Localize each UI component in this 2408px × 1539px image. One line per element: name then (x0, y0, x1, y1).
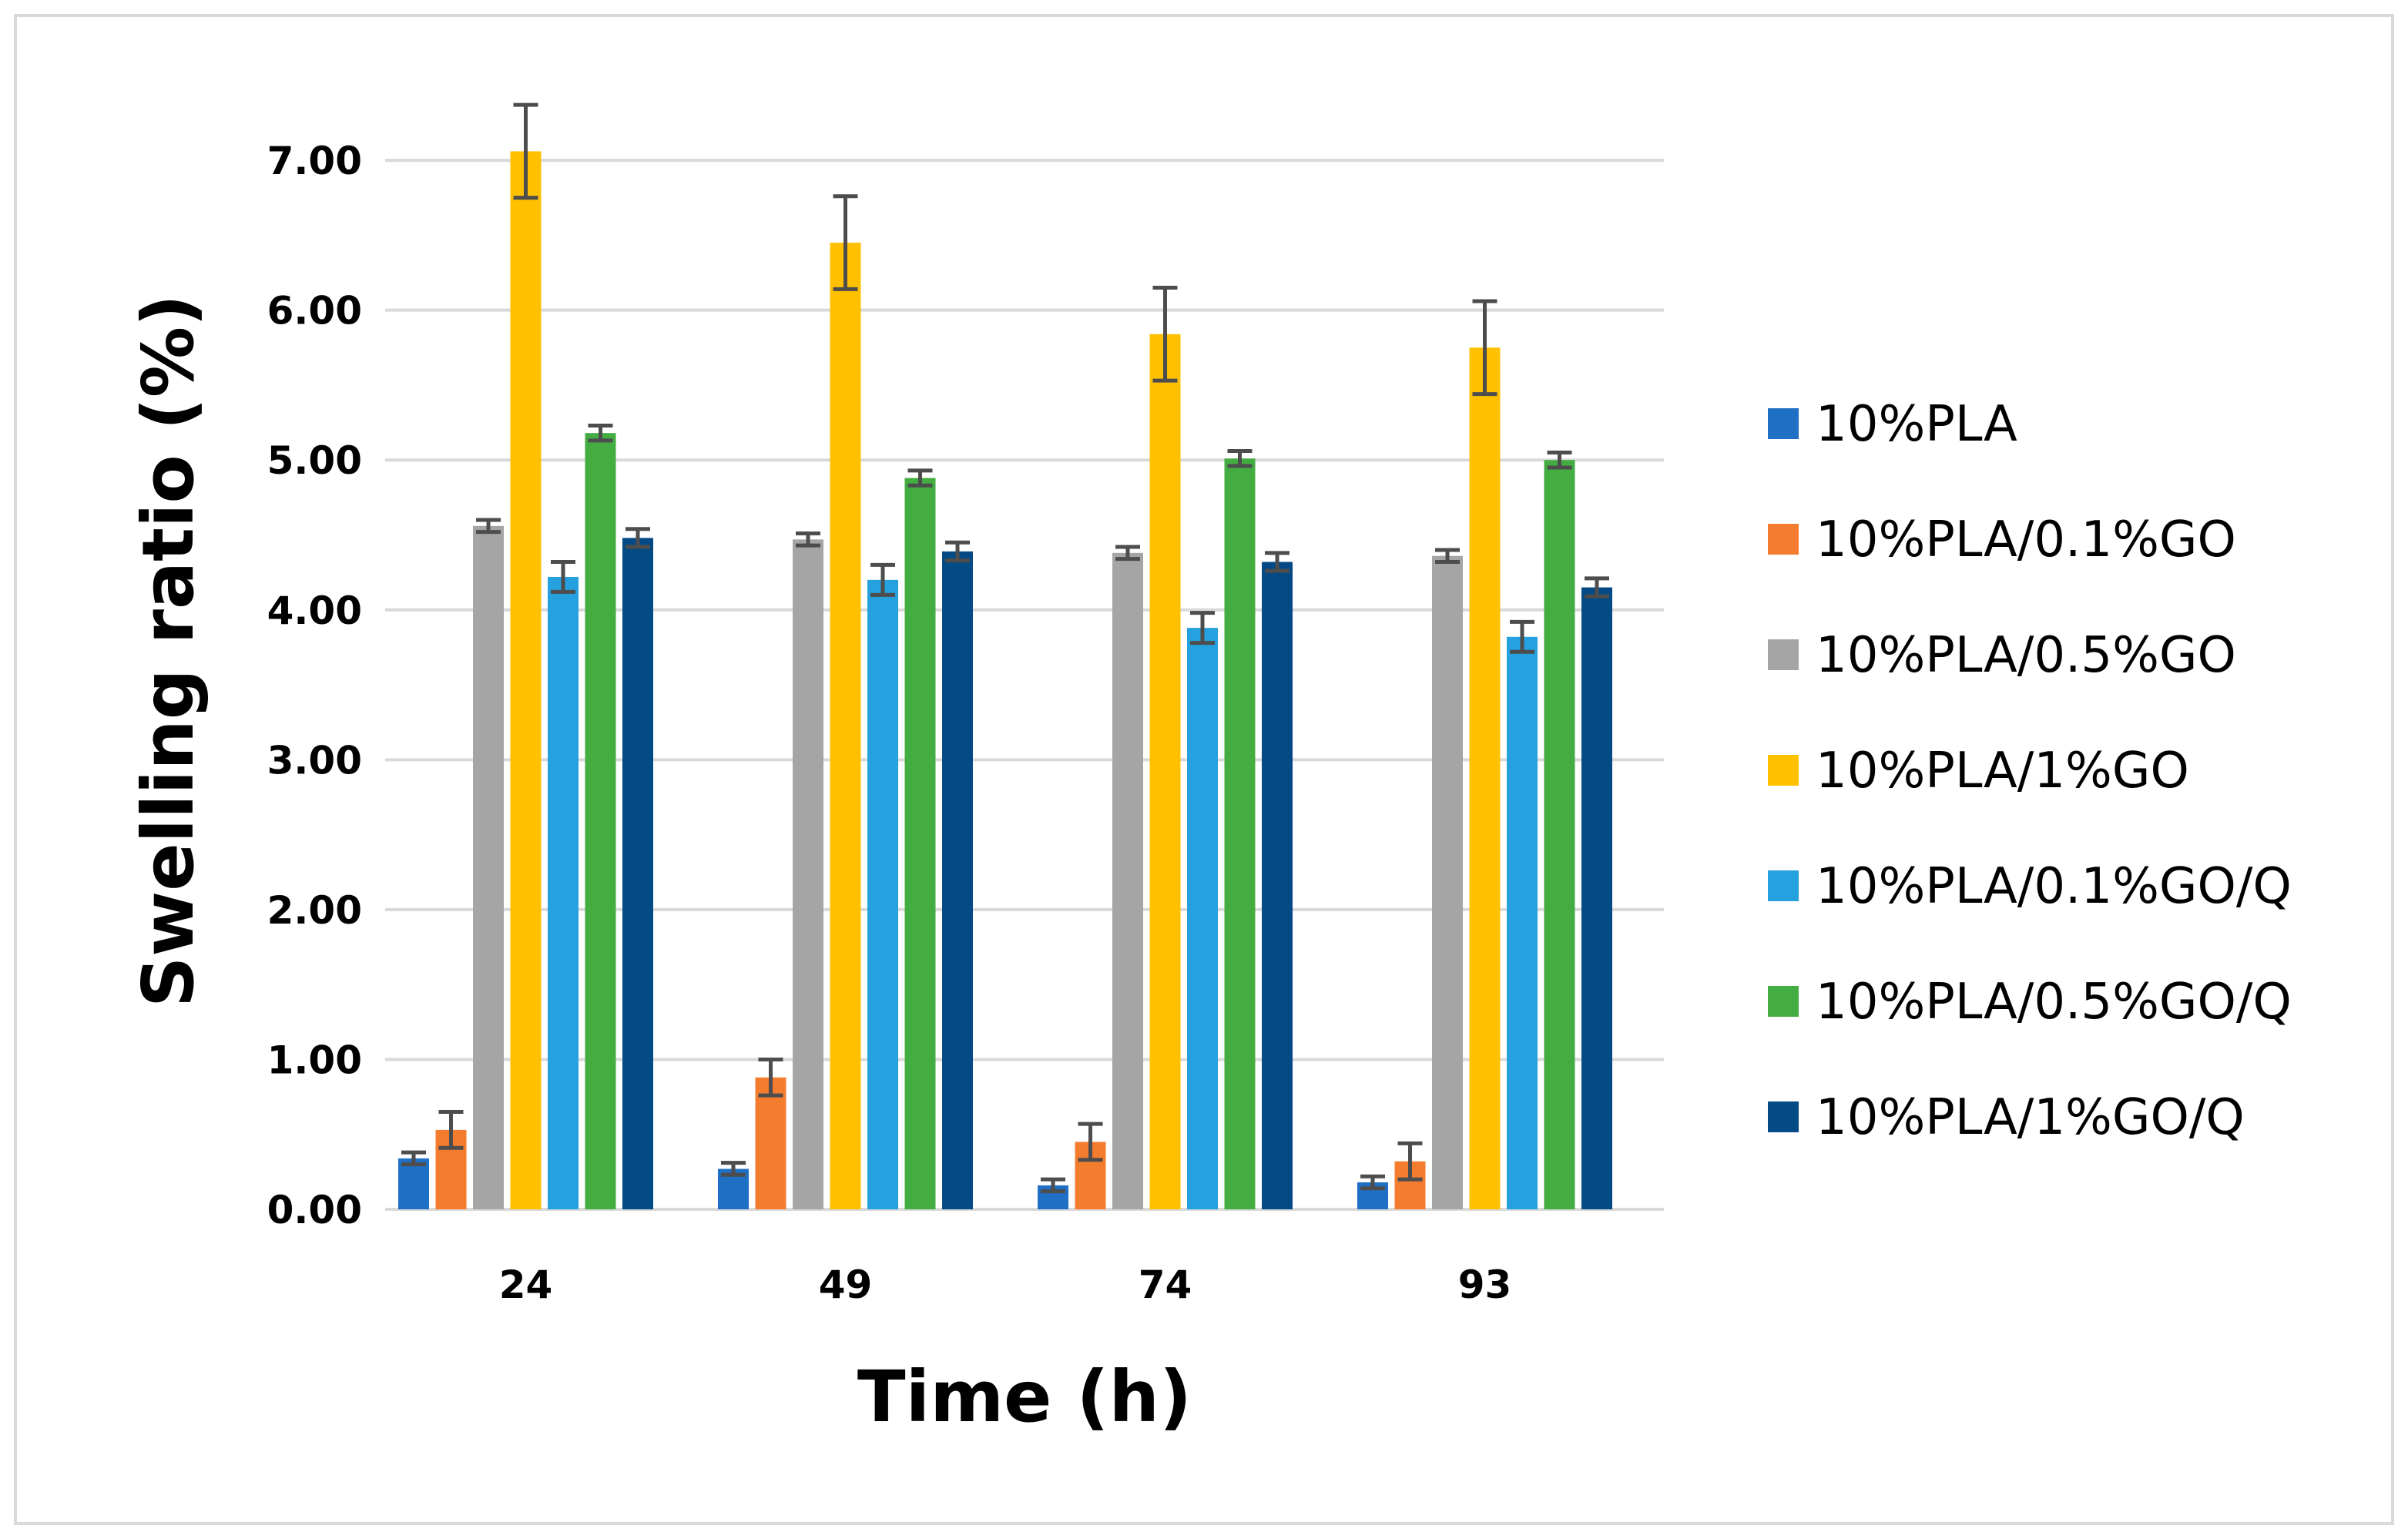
bar-5-3 (1544, 460, 1575, 1209)
bar-6-2 (1262, 562, 1293, 1209)
legend-swatch-3 (1768, 755, 1799, 786)
legend-label-2: 10%PLA/0.5%GO (1816, 627, 2236, 684)
bar-6-3 (1581, 587, 1612, 1209)
bar-4-3 (1507, 636, 1538, 1209)
bar-3-3 (1469, 347, 1501, 1210)
bar-2-1 (793, 539, 823, 1209)
y-axis-title: Swelling ratio (%) (127, 294, 210, 1008)
x-axis-title: Time (h) (857, 1356, 1192, 1438)
legend-swatch-6 (1768, 1101, 1799, 1132)
y-tick-label: 2.00 (267, 888, 362, 933)
x-tick-label: 93 (1458, 1262, 1512, 1307)
legend-swatch-0 (1768, 408, 1799, 439)
bar-6-1 (942, 551, 973, 1209)
y-tick-label: 5.00 (267, 438, 362, 483)
bar-5-2 (1224, 458, 1256, 1209)
bar-2-3 (1432, 555, 1463, 1209)
legend-label-4: 10%PLA/0.1%GO/Q (1816, 858, 2292, 915)
x-tick-label: 74 (1139, 1262, 1192, 1307)
x-tick-label: 24 (499, 1262, 553, 1307)
y-tick-label: 7.00 (267, 139, 362, 183)
legend-swatch-5 (1768, 986, 1799, 1017)
bar-5-1 (904, 478, 936, 1209)
legend-label-5: 10%PLA/0.5%GO/Q (1816, 974, 2292, 1031)
bar-3-1 (830, 243, 861, 1209)
legend-label-1: 10%PLA/0.1%GO (1816, 511, 2236, 568)
legend-label-3: 10%PLA/1%GO (1816, 743, 2189, 800)
y-axis-ticks: 0.00 1.00 2.00 3.00 4.00 5.00 6.00 7.00 (267, 139, 362, 1232)
bar-4-2 (1187, 628, 1218, 1209)
legend: 10%PLA 10%PLA/0.1%GO 10%PLA/0.5%GO 10%PLA/1… (1768, 396, 2292, 1146)
y-tick-label: 3.00 (267, 738, 362, 783)
y-tick-label: 0.00 (267, 1188, 362, 1232)
bar-6-0 (622, 538, 653, 1209)
bar-4-1 (867, 579, 898, 1209)
bars (398, 102, 1612, 1210)
bar-5-0 (585, 433, 616, 1209)
bar-3-0 (510, 151, 542, 1210)
y-tick-label: 1.00 (267, 1038, 362, 1082)
y-tick-label: 6.00 (267, 289, 362, 334)
legend-label-6: 10%PLA/1%GO/Q (1816, 1089, 2245, 1146)
legend-swatch-4 (1768, 870, 1799, 901)
bar-2-0 (473, 525, 504, 1209)
legend-label-0: 10%PLA (1816, 396, 2017, 453)
x-axis-ticks: 24 49 74 93 (499, 1262, 1512, 1307)
y-tick-label: 4.00 (267, 588, 362, 633)
bar-4-0 (548, 576, 579, 1209)
bar-0-0 (398, 1158, 429, 1209)
legend-swatch-2 (1768, 639, 1799, 670)
bar-3-2 (1149, 334, 1181, 1209)
bar-1-1 (755, 1077, 786, 1209)
legend-swatch-1 (1768, 524, 1799, 555)
x-tick-label: 49 (819, 1262, 873, 1307)
bar-2-2 (1112, 552, 1143, 1209)
